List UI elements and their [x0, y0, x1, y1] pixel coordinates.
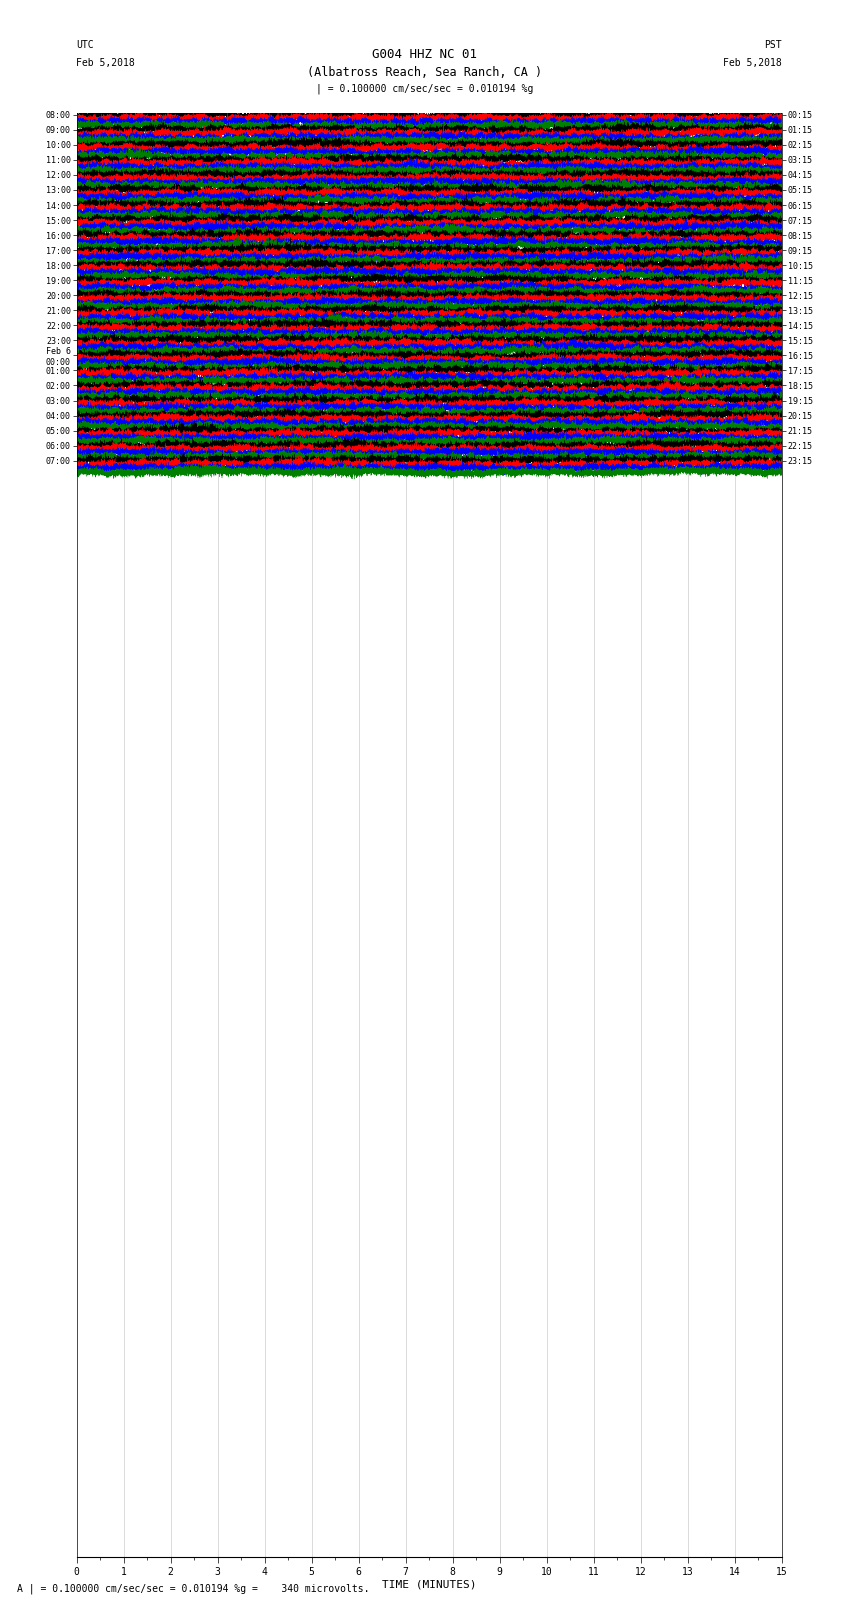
Text: G004 HHZ NC 01: G004 HHZ NC 01: [372, 48, 478, 61]
Text: (Albatross Reach, Sea Ranch, CA ): (Albatross Reach, Sea Ranch, CA ): [308, 66, 542, 79]
Text: PST: PST: [764, 40, 782, 50]
X-axis label: TIME (MINUTES): TIME (MINUTES): [382, 1579, 477, 1590]
Text: | = 0.100000 cm/sec/sec = 0.010194 %g: | = 0.100000 cm/sec/sec = 0.010194 %g: [316, 84, 534, 95]
Text: Feb 5,2018: Feb 5,2018: [76, 58, 135, 68]
Text: UTC: UTC: [76, 40, 94, 50]
Text: Feb 5,2018: Feb 5,2018: [723, 58, 782, 68]
Text: A | = 0.100000 cm/sec/sec = 0.010194 %g =    340 microvolts.: A | = 0.100000 cm/sec/sec = 0.010194 %g …: [17, 1582, 370, 1594]
